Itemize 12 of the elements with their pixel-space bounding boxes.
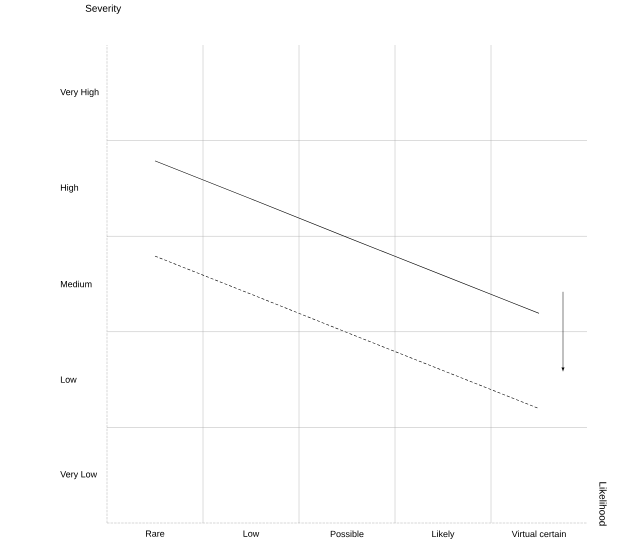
x-tick-label: Possible [330, 530, 364, 538]
text: Very High [60, 88, 98, 97]
text: High [60, 184, 78, 193]
text: Likelihood [599, 482, 607, 526]
x-tick-label: Rare [146, 530, 164, 537]
text: Medium [60, 280, 92, 288]
text: Low [60, 376, 77, 383]
text: Severity [86, 4, 122, 14]
x-tick-label: Low [244, 530, 260, 537]
text: Very Low [60, 471, 98, 480]
x-tick-label: Virtual certain [512, 530, 566, 538]
x-tick-label: Likely [432, 530, 454, 539]
